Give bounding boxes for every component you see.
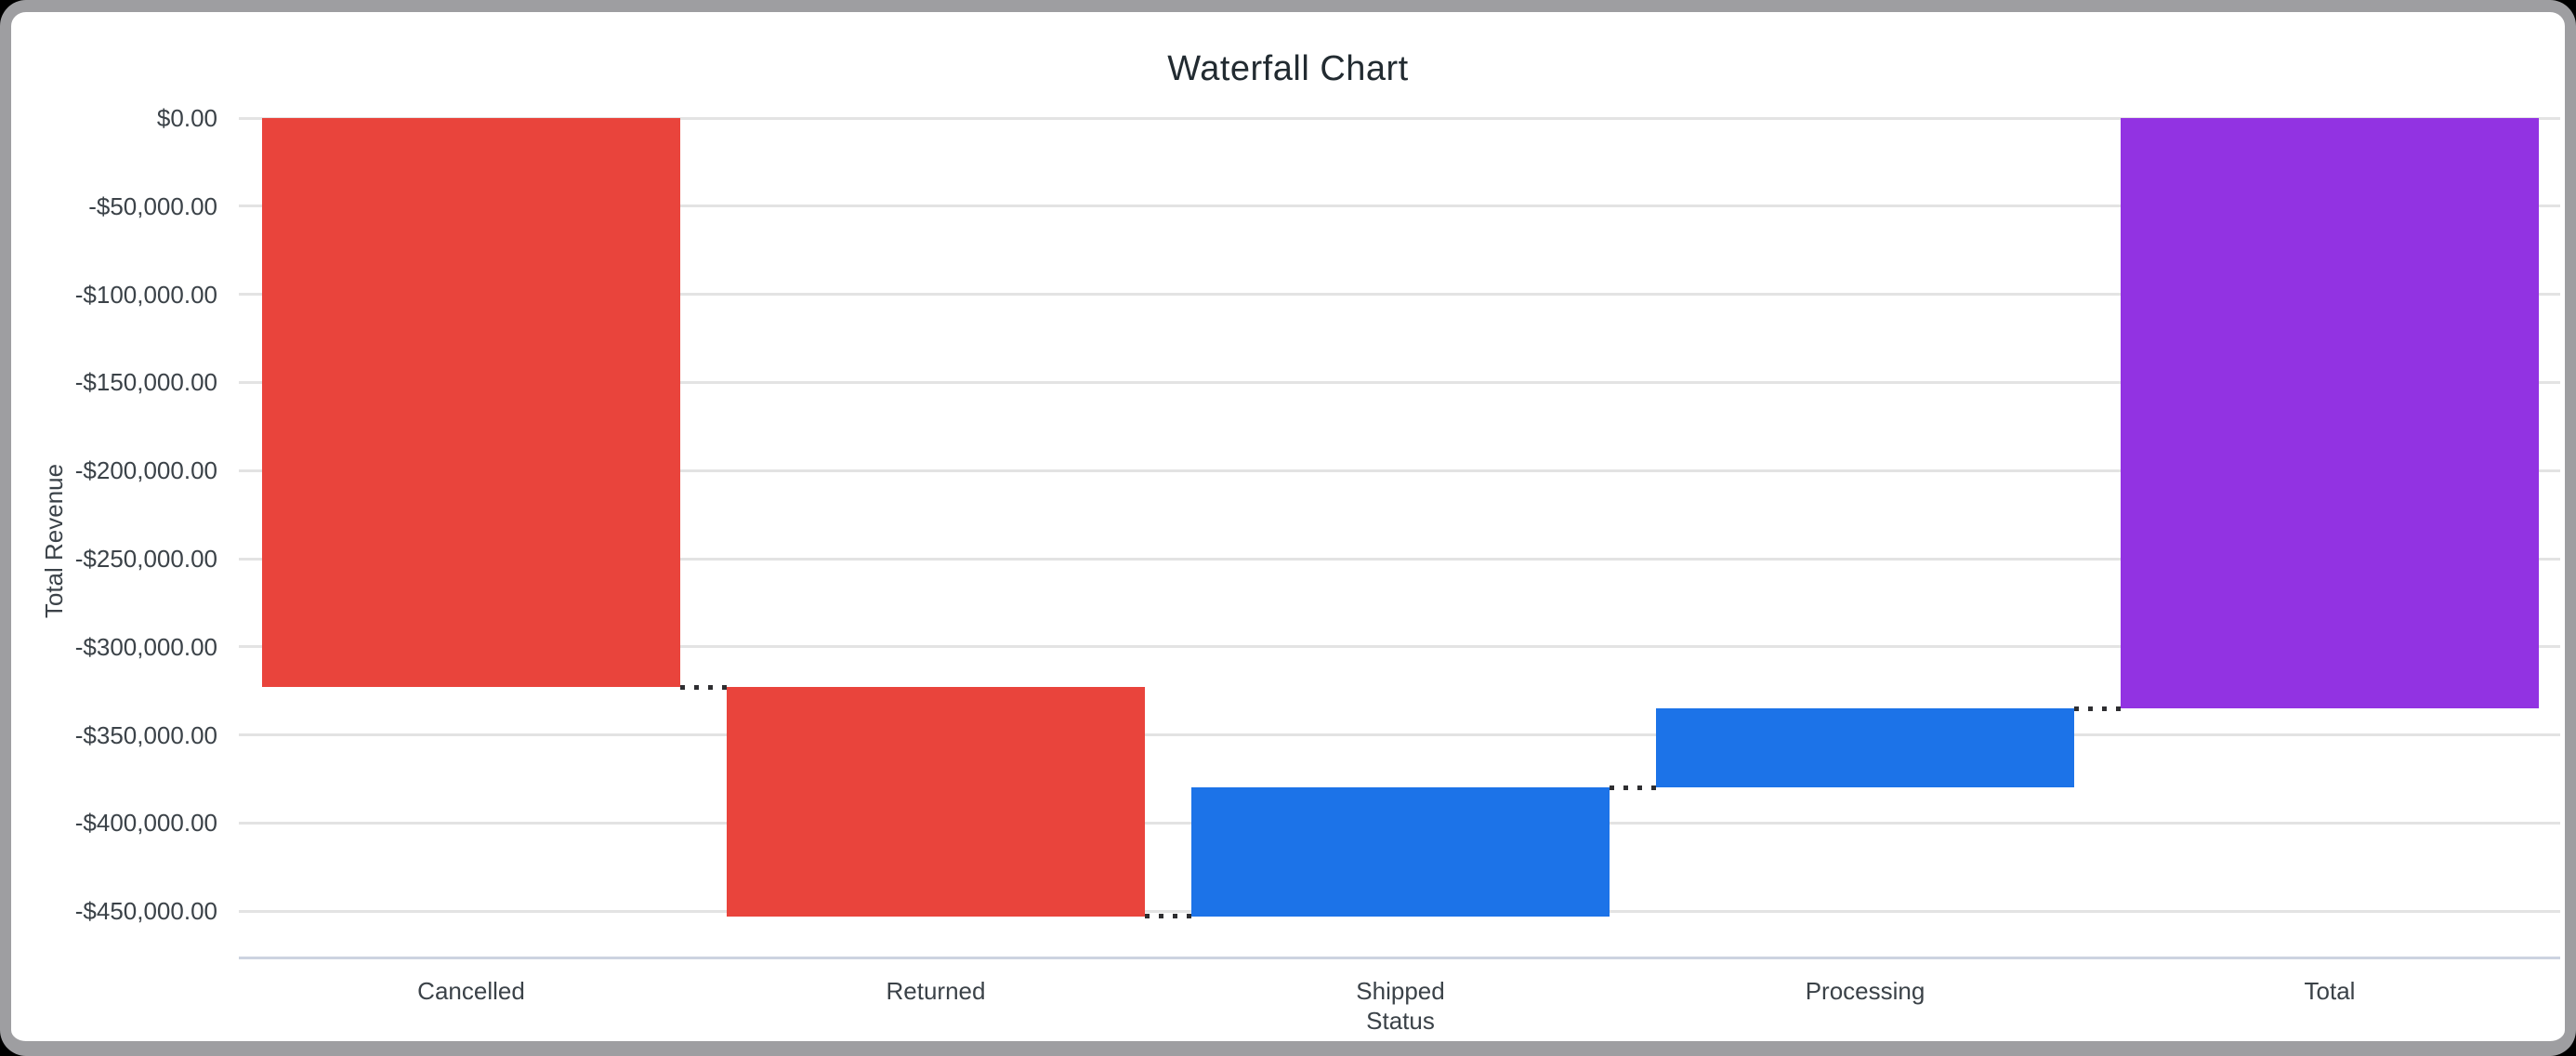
y-tick-label: -$250,000.00: [74, 545, 217, 573]
bar-processing[interactable]: [1656, 708, 2074, 788]
gridline: [239, 557, 2560, 561]
x-tick-label: Processing: [1805, 977, 1925, 1005]
bar-cancelled[interactable]: [262, 118, 680, 688]
x-axis-line: [239, 957, 2560, 959]
y-axis-title: Total Revenue: [40, 463, 68, 619]
bar-total[interactable]: [2121, 118, 2539, 709]
waterfall-connector: [680, 684, 727, 690]
y-tick-label: -$450,000.00: [74, 897, 217, 926]
y-tick-label: -$200,000.00: [74, 456, 217, 485]
gridline: [239, 645, 2560, 649]
waterfall-chart: Waterfall Chart Total Revenue $0.00 -$50,…: [11, 12, 2565, 1041]
gridline: [239, 733, 2560, 737]
waterfall-connector: [2074, 706, 2121, 711]
y-tick-label: -$350,000.00: [74, 720, 217, 749]
x-tick-label: Shipped: [1356, 977, 1445, 1005]
y-tick-label: -$150,000.00: [74, 368, 217, 397]
gridline: [239, 116, 2560, 120]
x-tick-label: Returned: [886, 977, 986, 1005]
waterfall-connector: [1145, 914, 1191, 919]
gridline: [239, 469, 2560, 472]
x-axis-title: Status: [1366, 1007, 1435, 1035]
x-tick-label: Total: [2304, 977, 2356, 1005]
y-tick-label: -$400,000.00: [74, 809, 217, 838]
chart-title: Waterfall Chart: [1167, 49, 1409, 88]
y-tick-label: -$300,000.00: [74, 632, 217, 661]
waterfall-connector: [1610, 785, 1656, 790]
y-tick-label: -$100,000.00: [74, 280, 217, 309]
gridline: [239, 205, 2560, 208]
y-tick-label: $0.00: [156, 104, 217, 132]
y-tick-label: -$50,000.00: [88, 191, 217, 220]
bar-returned[interactable]: [727, 687, 1145, 917]
gridline: [239, 293, 2560, 297]
gridline: [239, 380, 2560, 384]
bar-shipped[interactable]: [1191, 787, 1610, 917]
x-tick-label: Cancelled: [417, 977, 525, 1005]
